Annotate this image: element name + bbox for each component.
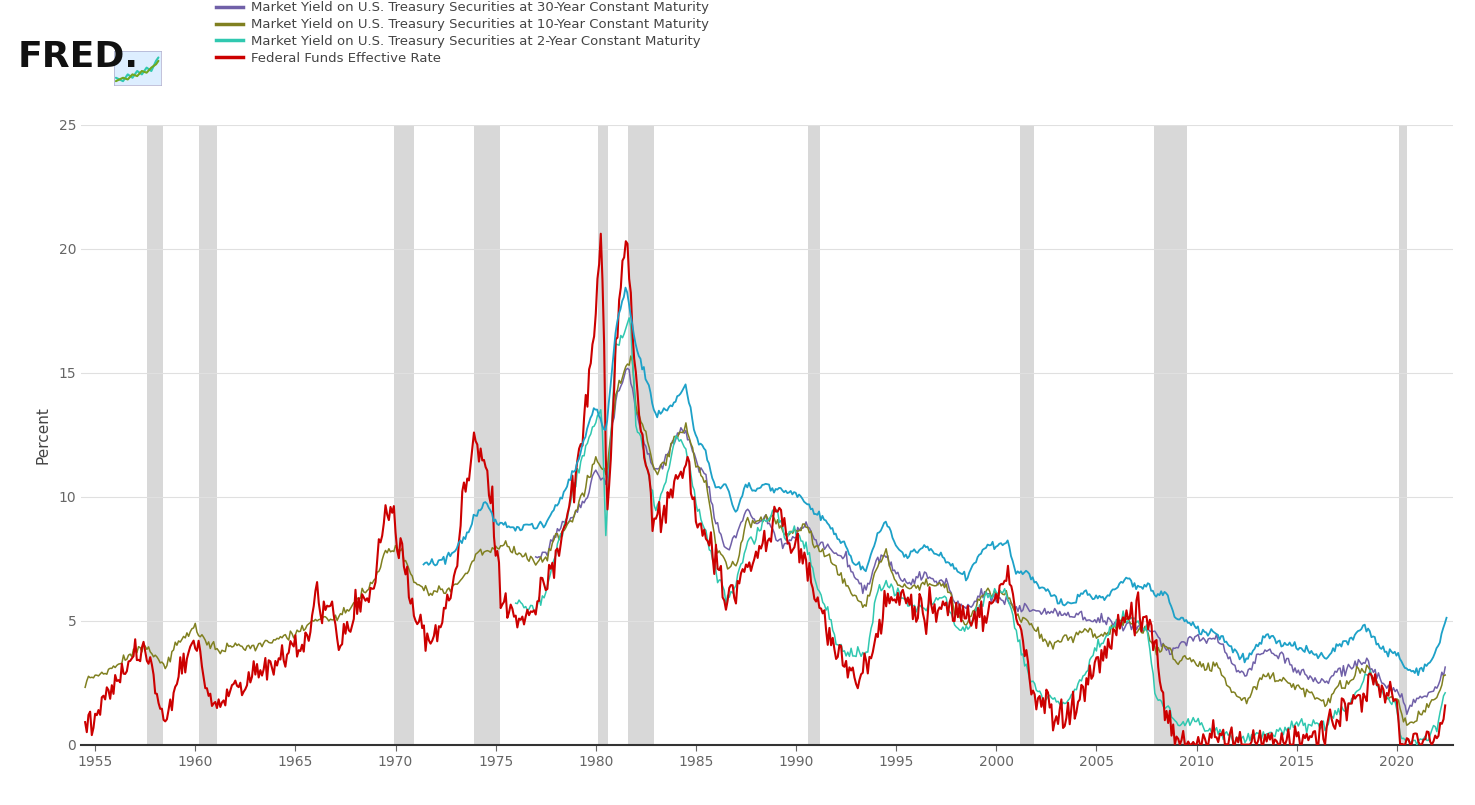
Bar	[473, 125, 500, 745]
Bar	[394, 125, 413, 745]
Bar	[199, 125, 217, 745]
Text: FRED.: FRED.	[18, 40, 139, 74]
Y-axis label: Percent: Percent	[35, 406, 50, 464]
Bar	[1155, 125, 1186, 745]
Bar	[1398, 125, 1407, 745]
Bar	[597, 125, 608, 745]
Bar	[1021, 125, 1034, 745]
Legend: 30-Year Fixed Rate Mortgage Average in the United States, Market Yield on U.S. T: 30-Year Fixed Rate Mortgage Average in t…	[211, 0, 714, 70]
Bar	[148, 125, 164, 745]
Bar	[628, 125, 653, 745]
Bar	[808, 125, 820, 745]
